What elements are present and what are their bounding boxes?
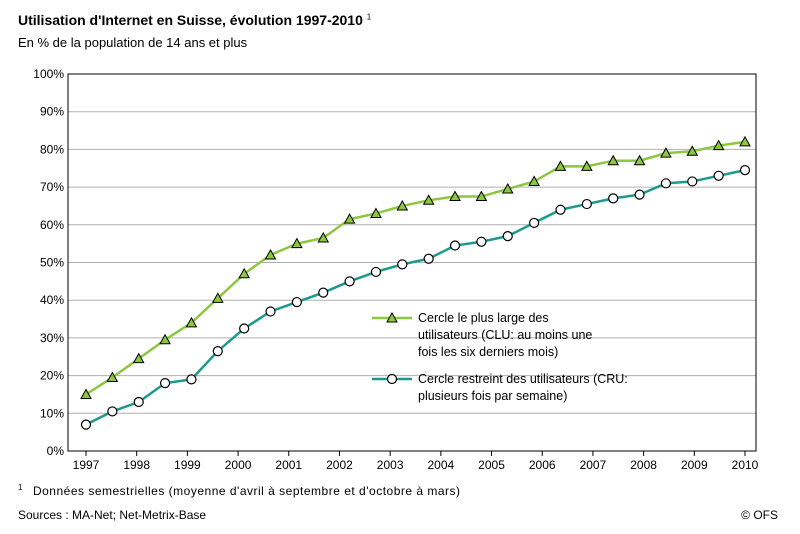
y-tick-label: 20%: [40, 369, 64, 383]
data-point-clu: [607, 154, 620, 166]
data-point-cru: [80, 419, 92, 430]
data-point-cru: [476, 236, 487, 247]
x-tick-label: 2004: [427, 458, 454, 472]
plot-frame: [67, 73, 757, 452]
copyright: © OFS: [741, 508, 778, 522]
x-tick-label: 2010: [732, 458, 759, 472]
x-tick-label: 2006: [529, 458, 556, 472]
data-point-cru: [660, 178, 672, 189]
data-point-cru: [529, 217, 540, 229]
legend-marker-clu: [386, 311, 398, 323]
series-line-clu: [85, 140, 746, 396]
y-tick-label: 10%: [40, 406, 64, 420]
x-tick-label: 1999: [174, 458, 201, 472]
x-tick-label: 2002: [326, 458, 353, 472]
legend-label-clu: Cercle le plus large des utilisateurs (CL…: [418, 311, 592, 359]
x-tick-label: 2003: [377, 458, 404, 472]
data-point-cru: [423, 253, 434, 264]
data-point-cru: [133, 396, 144, 408]
data-point-clu: [580, 160, 593, 171]
legend-label-line: utilisateurs (CLU: au moins une: [418, 328, 592, 342]
y-tick-label: 40%: [40, 293, 64, 307]
data-point-clu: [238, 267, 251, 279]
data-point-cru: [186, 374, 197, 385]
data-point-cru: [318, 287, 329, 298]
legend-label-cru: Cercle restreint des utilisateurs (CRU: p…: [418, 372, 628, 403]
data-point-clu: [185, 316, 198, 328]
y-tick-label: 70%: [40, 180, 64, 194]
legend-label-line: plusieurs fois par semaine): [418, 389, 567, 403]
data-point-cru: [555, 204, 566, 215]
data-point-cru: [502, 231, 513, 242]
data-point-cru: [107, 406, 118, 417]
x-tick-label: 2000: [225, 458, 252, 472]
data-point-clu: [291, 237, 303, 249]
data-point-clu: [660, 147, 672, 158]
data-point-cru: [397, 259, 408, 270]
x-tick-label: 2009: [681, 458, 708, 472]
data-point-cru: [239, 323, 250, 334]
data-point-clu: [712, 139, 725, 151]
data-point-clu: [422, 194, 435, 205]
data-point-cru: [608, 193, 619, 204]
y-tick-label: 90%: [40, 105, 64, 119]
data-point-clu: [475, 190, 488, 202]
data-point-clu: [396, 199, 409, 211]
footnote: 1 Données semestrielles (moyenne d'avril …: [18, 483, 461, 498]
data-point-cru: [291, 296, 302, 308]
legend-label-line: Cercle le plus large des: [418, 311, 549, 325]
data-point-clu: [264, 248, 277, 260]
legend-marker-cru: [386, 373, 398, 385]
data-point-cru: [159, 378, 171, 389]
data-point-clu: [739, 135, 751, 147]
data-point-clu: [528, 175, 540, 186]
data-point-clu: [211, 292, 224, 303]
y-tick-label: 100%: [33, 67, 64, 81]
x-tick-label: 1997: [73, 458, 100, 472]
data-point-clu: [449, 190, 461, 202]
x-tick-label: 2007: [580, 458, 607, 472]
data-point-clu: [159, 333, 171, 345]
data-point-cru: [687, 176, 698, 187]
y-tick-label: 0%: [47, 444, 65, 458]
x-tick-label: 2001: [275, 458, 302, 472]
y-tick-label: 60%: [40, 218, 64, 232]
data-point-clu: [106, 371, 119, 382]
data-point-cru: [713, 170, 724, 181]
legend-label-line: Cercle restreint des utilisateurs (CRU:: [418, 372, 628, 386]
data-point-clu: [501, 182, 514, 194]
sources: Sources : MA-Net; Net-Metrix-Base: [18, 508, 207, 522]
data-point-cru: [370, 266, 382, 278]
data-point-clu: [370, 207, 382, 218]
y-tick-label: 30%: [40, 331, 64, 345]
data-point-cru: [265, 306, 276, 317]
series-line-cru: [85, 168, 746, 426]
chart-title: Utilisation d'Internet en Suisse, évolut…: [18, 12, 372, 28]
data-point-cru: [634, 189, 645, 200]
data-point-clu: [317, 231, 330, 243]
x-tick-label: 1998: [123, 458, 150, 472]
data-point-cru: [581, 198, 592, 210]
data-point-cru: [449, 240, 461, 251]
y-tick-label: 50%: [40, 256, 64, 270]
data-point-cru: [212, 345, 223, 357]
data-point-cru: [344, 276, 355, 287]
data-point-cru: [739, 165, 751, 176]
legend-label-line: fois les six derniers mois): [418, 345, 558, 359]
x-tick-label: 2008: [630, 458, 657, 472]
x-tick-label: 2005: [478, 458, 505, 472]
data-point-clu: [343, 213, 356, 224]
data-point-clu: [554, 160, 567, 171]
data-point-clu: [686, 145, 699, 156]
data-point-clu: [633, 154, 646, 166]
data-point-clu: [80, 388, 92, 399]
y-tick-label: 80%: [40, 142, 64, 156]
data-point-clu: [132, 352, 145, 364]
chart-subtitle: En % de la population de 14 ans et plus: [18, 35, 248, 50]
